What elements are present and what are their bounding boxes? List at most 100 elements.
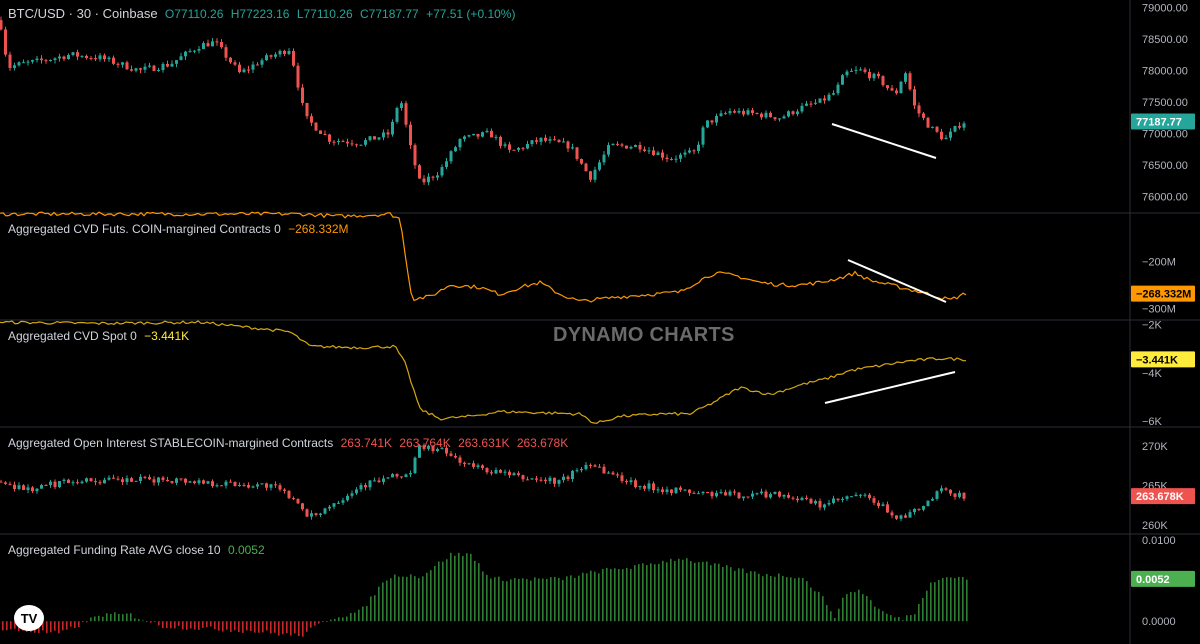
price-candle: [827, 94, 831, 101]
funding-bar: [966, 579, 968, 622]
funding-bar: [162, 621, 164, 629]
funding-bar: [414, 576, 416, 622]
funding-bar: [818, 591, 820, 622]
price-candle: [742, 110, 745, 115]
oi-candle: [571, 470, 574, 480]
funding-bar: [538, 578, 540, 622]
funding-bar: [346, 616, 348, 622]
price-pane-header: BTC/USD · 30 · Coinbase O77110.26 H77223…: [8, 6, 519, 21]
price-candle: [400, 103, 403, 108]
funding-bar: [850, 592, 852, 622]
price-candle: [229, 57, 232, 63]
funding-bar: [962, 576, 964, 622]
price-candle: [458, 139, 462, 148]
ohlc-high: H77223.16: [230, 7, 290, 21]
price-candle: [481, 132, 484, 137]
price-candle: [791, 111, 795, 115]
funding-bar: [550, 577, 552, 622]
price-candle: [175, 60, 178, 64]
funding-bar: [718, 563, 720, 622]
oi-candle: [76, 482, 79, 484]
funding-bar: [422, 576, 424, 622]
oi-candle: [58, 480, 61, 488]
funding-bar: [710, 565, 712, 622]
price-candle: [845, 71, 849, 76]
last-value-badge: [1131, 113, 1195, 130]
tradingview-logo-icon[interactable]: TV: [14, 605, 44, 631]
funding-bar: [858, 589, 860, 622]
price-candle: [13, 65, 16, 68]
price-candle: [809, 103, 813, 105]
price-candle: [197, 49, 201, 51]
cvd-futs-label[interactable]: Aggregated CVD Futs. COIN-margined Contr…: [8, 222, 281, 236]
oi-candle: [683, 489, 687, 491]
oi-candle: [13, 484, 16, 490]
axis-tick-label: −4K: [1142, 368, 1163, 380]
funding-bar: [298, 621, 300, 637]
funding-bar: [230, 621, 232, 632]
price-candle: [571, 147, 574, 149]
oi-candle: [841, 498, 844, 500]
last-value-label: 0.0052: [1136, 574, 1170, 586]
oi-candle: [917, 508, 921, 510]
funding-bar: [70, 621, 72, 627]
oi-candle: [710, 492, 714, 497]
price-candle: [445, 161, 448, 168]
oi-candle: [305, 509, 309, 517]
funding-bar: [694, 562, 696, 622]
oi-candle: [490, 472, 493, 474]
funding-bar: [170, 621, 172, 629]
oi-label[interactable]: Aggregated Open Interest STABLECOIN-marg…: [8, 436, 334, 450]
oi-candle: [764, 491, 768, 498]
price-candle: [377, 137, 381, 140]
oi-candle: [206, 481, 210, 484]
price-candle: [719, 113, 723, 116]
funding-bar: [906, 615, 908, 622]
funding-bar: [50, 621, 52, 633]
price-candle: [607, 145, 610, 155]
price-candle: [341, 141, 345, 143]
oi-candle: [814, 500, 817, 504]
funding-bar: [286, 621, 288, 634]
oi-candle: [418, 445, 421, 458]
funding-bar: [90, 617, 92, 622]
price-candle: [548, 139, 552, 141]
oi-candle: [337, 502, 340, 504]
funding-bar: [62, 621, 64, 631]
price-candle: [593, 169, 597, 180]
funding-bar: [398, 576, 400, 622]
price-candle: [395, 107, 399, 122]
price-candle: [764, 112, 768, 118]
price-candle: [404, 103, 408, 125]
oi-candle: [170, 481, 174, 483]
funding-label[interactable]: Aggregated Funding Rate AVG close 10: [8, 543, 221, 557]
oi-candle: [377, 480, 381, 482]
oi-candle: [157, 477, 160, 483]
funding-bar: [314, 621, 316, 626]
price-candle: [530, 140, 534, 145]
price-candle: [584, 163, 588, 172]
price-candle: [422, 178, 426, 183]
funding-bar: [914, 614, 916, 622]
oi-value-1: 263.741K: [340, 436, 392, 450]
funding-bar: [310, 621, 312, 628]
oi-candle: [643, 485, 646, 489]
oi-candle: [755, 493, 759, 495]
funding-bar: [942, 578, 944, 622]
oi-candle: [220, 485, 223, 487]
funding-bar: [726, 565, 728, 622]
oi-candle: [269, 484, 273, 488]
oi-candle: [521, 475, 525, 480]
price-candle: [899, 81, 903, 94]
funding-bar: [118, 613, 120, 622]
price-candle: [233, 62, 237, 65]
last-value-badge: [1131, 285, 1195, 302]
funding-bar: [358, 609, 360, 622]
funding-bar: [146, 621, 148, 623]
price-candle: [679, 154, 682, 159]
symbol-title[interactable]: BTC/USD · 30 · Coinbase: [8, 6, 158, 21]
oi-candle: [863, 494, 867, 496]
cvd-spot-label[interactable]: Aggregated CVD Spot 0: [8, 329, 137, 343]
price-candle: [94, 58, 97, 60]
funding-bar: [902, 620, 904, 622]
